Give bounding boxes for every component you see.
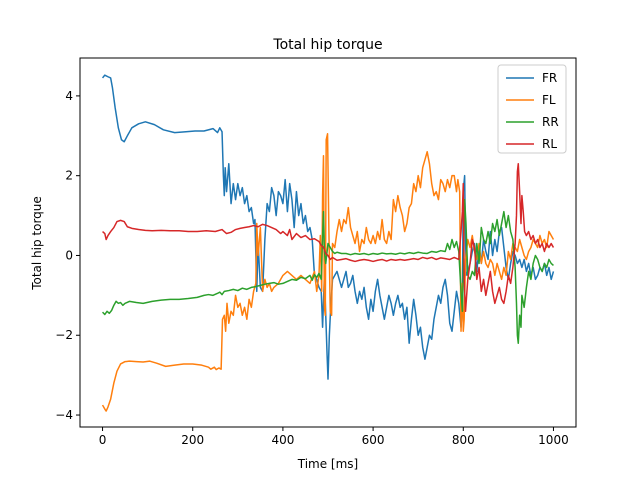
plot-frame — [79, 57, 577, 428]
series-line-rr — [102, 198, 554, 344]
y-tick-label: 2 — [65, 169, 73, 183]
series-line-rl — [102, 162, 555, 313]
axes — [79, 57, 577, 428]
y-tick-label: 0 — [65, 248, 73, 262]
x-tick-label: 800 — [452, 433, 475, 447]
chart-title: Total hip torque — [272, 37, 382, 53]
y-axis-label: Total hip torque — [30, 196, 44, 291]
x-tick-label: 200 — [181, 433, 204, 447]
plot-lines — [101, 74, 555, 412]
legend: FR FL RR RL — [497, 64, 567, 154]
x-tick-label: 0 — [99, 433, 107, 447]
x-tick-label: 600 — [362, 433, 385, 447]
y-tick-label: −2 — [55, 328, 73, 342]
legend-label-rl: RL — [542, 137, 557, 151]
legend-label-fl: FL — [542, 93, 556, 107]
legend-label-rr: RR — [542, 115, 559, 129]
y-tick-label: −4 — [55, 408, 73, 422]
series-line-fl — [101, 133, 555, 412]
legend-box — [497, 64, 567, 154]
x-tick-label: 400 — [271, 433, 294, 447]
x-axis-label: Time [ms] — [297, 457, 359, 471]
ticks: 0 200 400 600 800 1000 −4 −2 0 2 4 — [55, 89, 568, 447]
legend-label-fr: FR — [542, 71, 557, 85]
y-tick-label: 4 — [65, 89, 73, 103]
x-tick-label: 1000 — [538, 433, 569, 447]
series-line-fr — [101, 74, 555, 380]
